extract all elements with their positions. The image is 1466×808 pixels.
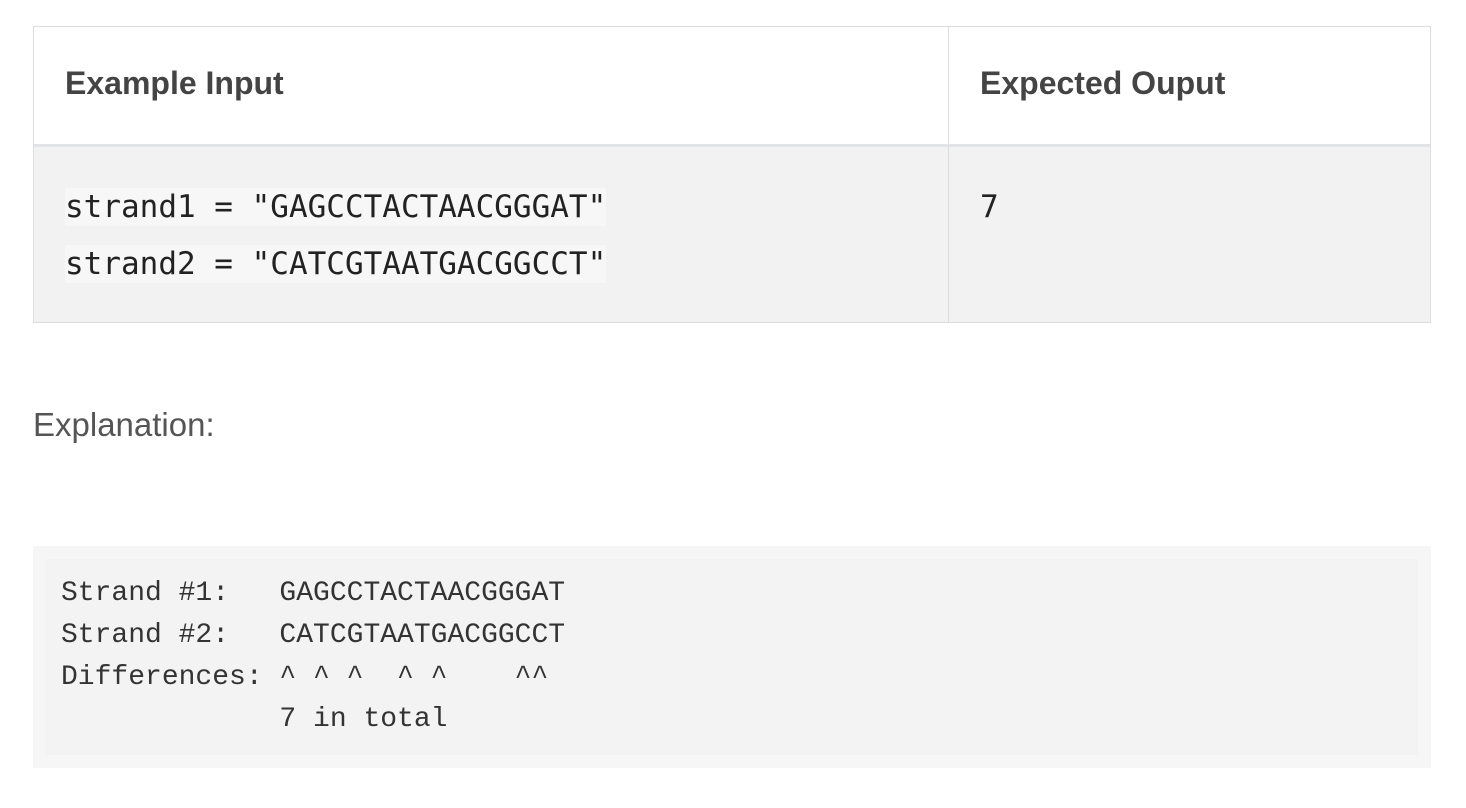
code-line: Strand #2: CATCGTAATGACGGCCT [61,620,566,651]
header-cell: Expected Ouput [980,65,1226,101]
header-cell: Example Input [65,65,284,101]
table-cell: 7 [980,189,999,225]
table-row: strand1 = "GAGCCTACTAACGGGAT" strand2 = … [34,147,1430,322]
explanation-label: Explanation: [33,406,215,443]
inline-code: strand2 = "CATCGTAATGACGGCCT" [65,245,607,283]
code-block-inner: Strand #1: GAGCCTACTAACGGGAT Strand #2: … [45,559,1418,755]
example-table: Example Input Expected Ouput strand1 = "… [33,26,1431,323]
code-line: Differences: ^ ^ ^ ^ ^ ^^ [61,662,549,693]
table-header: Example Input Expected Ouput [34,27,1430,147]
inline-code: strand1 = "GAGCCTACTAACGGGAT" [65,188,607,226]
column-divider [948,27,949,322]
code-line: Strand #1: GAGCCTACTAACGGGAT [61,578,566,609]
code-block: Strand #1: GAGCCTACTAACGGGAT Strand #2: … [33,546,1431,768]
code-line: 7 in total [61,704,448,735]
